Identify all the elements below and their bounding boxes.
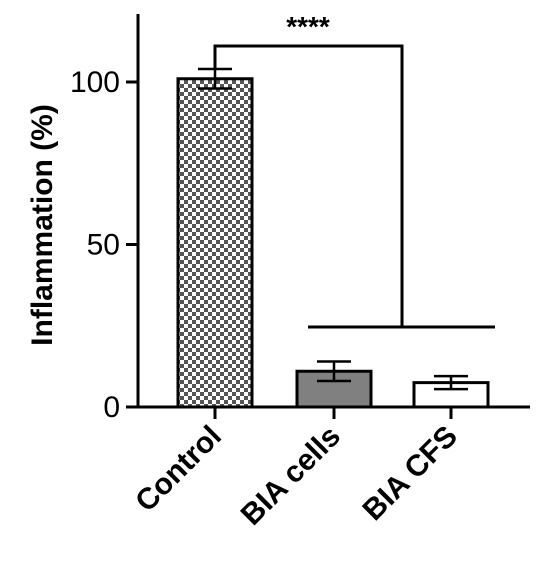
significance-bracket: **** (213, 11, 495, 329)
bar (176, 77, 254, 409)
significance-label: **** (286, 11, 330, 42)
y-tick-label: 0 (103, 391, 120, 424)
significance-bracket-line (213, 44, 404, 327)
y-axis-label: Inflammation (%) (26, 104, 59, 346)
category-label: BIA CFS (357, 420, 464, 527)
category-labels: Control BIA cells BIA CFS (129, 420, 464, 532)
bars (176, 77, 490, 409)
error-bars (198, 67, 468, 391)
y-tick-label: 100 (70, 66, 120, 99)
y-tick-label: 50 (87, 229, 120, 262)
category-label: BIA cells (235, 420, 347, 532)
y-ticks: 0 50 100 (70, 66, 138, 424)
category-label: Control (129, 420, 228, 519)
